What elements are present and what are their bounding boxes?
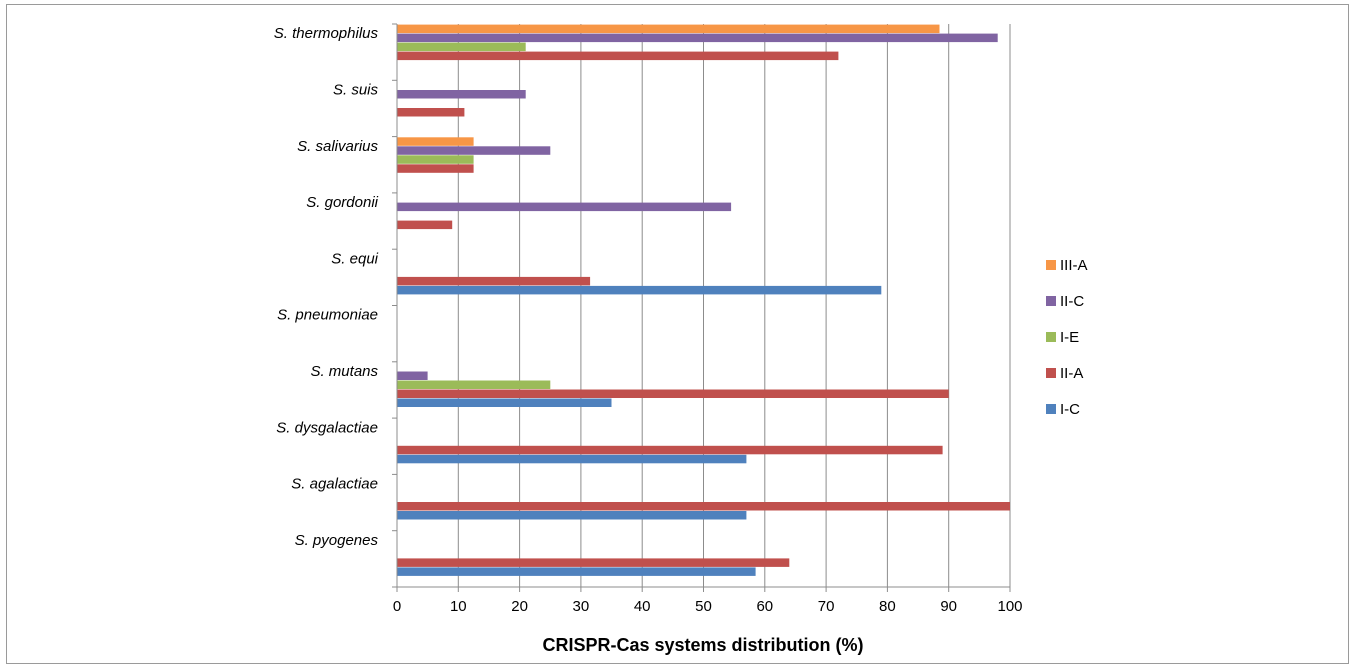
gridlines xyxy=(457,24,1011,587)
legend: III-A II-C I-E II-A I-C xyxy=(1046,257,1088,418)
bar-ii-a xyxy=(397,558,790,567)
x-tick-label: 50 xyxy=(695,598,712,615)
category-label: S. equi xyxy=(331,250,378,267)
x-tick-label: 20 xyxy=(511,598,528,615)
bar-ii-a xyxy=(397,502,1010,511)
bar-i-c xyxy=(397,567,756,576)
bar-ii-c xyxy=(397,202,732,212)
legend-swatch xyxy=(1046,296,1056,306)
bar-ii-a xyxy=(397,164,474,173)
x-tick-label: 10 xyxy=(450,598,467,615)
category-label: S. dysgalactiae xyxy=(276,419,378,436)
legend-swatch xyxy=(1046,332,1056,342)
bar-ii-a xyxy=(397,51,839,61)
category-label: S. mutans xyxy=(310,363,378,380)
x-tick-label: 0 xyxy=(393,598,401,615)
bar-ii-a xyxy=(397,108,465,117)
legend-swatch xyxy=(1046,368,1056,378)
bar-i-e xyxy=(397,380,551,389)
legend-label: II-A xyxy=(1060,365,1083,382)
bar-ii-a xyxy=(397,276,591,286)
bar-ii-a xyxy=(397,445,943,455)
x-tick-labels: 0 10 20 30 40 50 60 70 80 90 100 xyxy=(393,598,1023,615)
bar-i-e xyxy=(397,42,526,52)
bar-iii-a xyxy=(397,137,474,146)
bars xyxy=(397,24,1010,576)
legend-swatch xyxy=(1046,260,1056,270)
bar-i-e xyxy=(397,155,474,164)
bar-ii-c xyxy=(397,146,551,155)
bar-i-c xyxy=(397,454,747,464)
x-tick-label: 30 xyxy=(573,598,590,615)
bar-ii-c xyxy=(397,33,998,43)
x-tick-label: 80 xyxy=(879,598,896,615)
x-tick-label: 60 xyxy=(756,598,773,615)
bar-i-c xyxy=(397,511,747,520)
bar-ii-a xyxy=(397,220,453,230)
x-axis-title: CRISPR-Cas systems distribution (%) xyxy=(542,635,863,655)
category-labels: S. pyogenes S. agalactiae S. dysgalactiae S… xyxy=(274,25,379,549)
x-tick-label: 100 xyxy=(997,598,1022,615)
legend-label: II-C xyxy=(1060,293,1084,310)
category-label: S. pneumoniae xyxy=(277,307,378,324)
legend-swatch xyxy=(1046,404,1056,414)
bar-i-c xyxy=(397,285,882,295)
bar-ii-c xyxy=(397,90,526,99)
category-label: S. suis xyxy=(333,81,379,98)
bar-ii-a xyxy=(397,389,949,398)
bar-iii-a xyxy=(397,24,940,34)
legend-label: III-A xyxy=(1060,257,1088,274)
x-tick-label: 70 xyxy=(818,598,835,615)
category-label: S. thermophilus xyxy=(274,25,379,42)
bar-i-c xyxy=(397,398,612,407)
axes xyxy=(392,23,1011,592)
category-label: S. salivarius xyxy=(297,138,378,155)
category-label: S. agalactiae xyxy=(291,476,378,493)
x-tick-label: 90 xyxy=(940,598,957,615)
legend-label: I-C xyxy=(1060,401,1080,418)
category-label: S. gordonii xyxy=(306,194,378,211)
legend-label: I-E xyxy=(1060,329,1079,346)
bar-ii-c xyxy=(397,371,428,380)
x-tick-label: 40 xyxy=(634,598,651,615)
category-label: S. pyogenes xyxy=(295,532,379,549)
